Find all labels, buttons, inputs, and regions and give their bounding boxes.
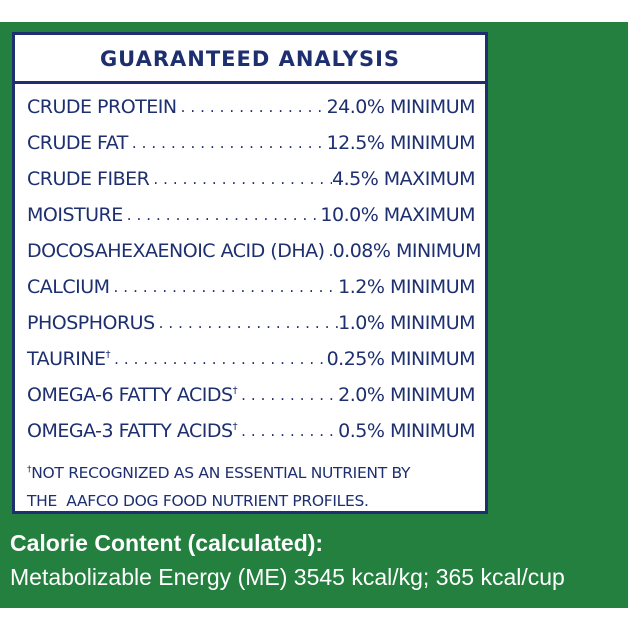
analysis-row-moisture: MOISTURE ...............................…	[27, 197, 475, 233]
row-value: 0.5% MINIMUM	[338, 419, 475, 442]
analysis-row-phosphorus: PHOSPHORUS .............................…	[27, 305, 475, 341]
row-name: DOCOSAHEXAENOIC ACID (DHA)	[27, 239, 325, 262]
leader-dots: ........................................…	[241, 387, 339, 403]
row-name: MOISTURE	[27, 203, 123, 226]
analysis-row-calcium: CALCIUM ................................…	[27, 269, 475, 305]
row-name: CALCIUM	[27, 275, 110, 298]
row-value: 10.0% MAXIMUM	[320, 203, 475, 226]
analysis-row-omega-3: OMEGA-3 FATTY ACIDS† ...................…	[27, 413, 475, 449]
leader-dots: ........................................…	[131, 135, 327, 151]
leader-dots: ........................................…	[241, 423, 339, 439]
row-name: OMEGA-6 FATTY ACIDS†	[27, 383, 238, 406]
footnote-line-1: †NOT RECOGNIZED AS AN ESSENTIAL NUTRIENT…	[27, 464, 411, 483]
analysis-row-crude-fiber: CRUDE FIBER ............................…	[27, 161, 476, 197]
row-name: TAURINE†	[27, 347, 111, 370]
row-name: CRUDE FAT	[27, 131, 128, 154]
row-name: OMEGA-3 FATTY ACIDS†	[27, 419, 238, 442]
leader-dots: ........................................…	[180, 99, 327, 115]
row-value: 4.5% MAXIMUM	[331, 167, 476, 190]
analysis-row-omega-6: OMEGA-6 FATTY ACIDS† ...................…	[27, 377, 475, 413]
row-name: CRUDE PROTEIN	[27, 95, 177, 118]
row-value: 1.0% MINIMUM	[338, 311, 475, 334]
row-value: 0.08% MINIMUM	[332, 239, 482, 262]
calorie-content-text: Metabolizable Energy (ME) 3545 kcal/kg; …	[10, 564, 565, 590]
row-name: CRUDE FIBER	[27, 167, 150, 190]
analysis-row-crude-fat: CRUDE FAT ..............................…	[27, 125, 476, 161]
title-divider	[15, 81, 485, 84]
analysis-title: GUARANTEED ANALYSIS	[99, 47, 401, 71]
analysis-rows: CRUDE PROTEIN ..........................…	[27, 89, 481, 449]
row-value: 2.0% MINIMUM	[338, 383, 475, 406]
leader-dots: ........................................…	[158, 315, 339, 331]
leader-dots: ........................................…	[153, 171, 332, 187]
row-value: 0.25% MINIMUM	[326, 347, 476, 370]
row-value: 24.0% MINIMUM	[326, 95, 476, 118]
leader-dots: ........................................…	[114, 351, 327, 367]
row-value: 12.5% MINIMUM	[326, 131, 476, 154]
leader-dots: ........................................…	[126, 207, 321, 223]
calorie-content-title: Calorie Content (calculated):	[10, 530, 324, 556]
analysis-row-dha: DOCOSAHEXAENOIC ACID (DHA) .............…	[27, 233, 481, 269]
row-value: 1.2% MINIMUM	[338, 275, 475, 298]
footnote: †NOT RECOGNIZED AS AN ESSENTIAL NUTRIENT…	[27, 456, 475, 515]
leader-dots: ........................................…	[113, 279, 339, 295]
analysis-row-crude-protein: CRUDE PROTEIN ..........................…	[27, 89, 476, 125]
footnote-line-2: THE AAFCO DOG FOOD NUTRIENT PROFILES.	[27, 492, 369, 511]
analysis-row-taurine: TAURINE† ...............................…	[27, 341, 476, 377]
leader-dots: ........................................…	[325, 244, 333, 259]
guaranteed-analysis-box: GUARANTEED ANALYSIS CRUDE PROTEIN ......…	[12, 32, 488, 514]
row-name: PHOSPHORUS	[27, 311, 155, 334]
